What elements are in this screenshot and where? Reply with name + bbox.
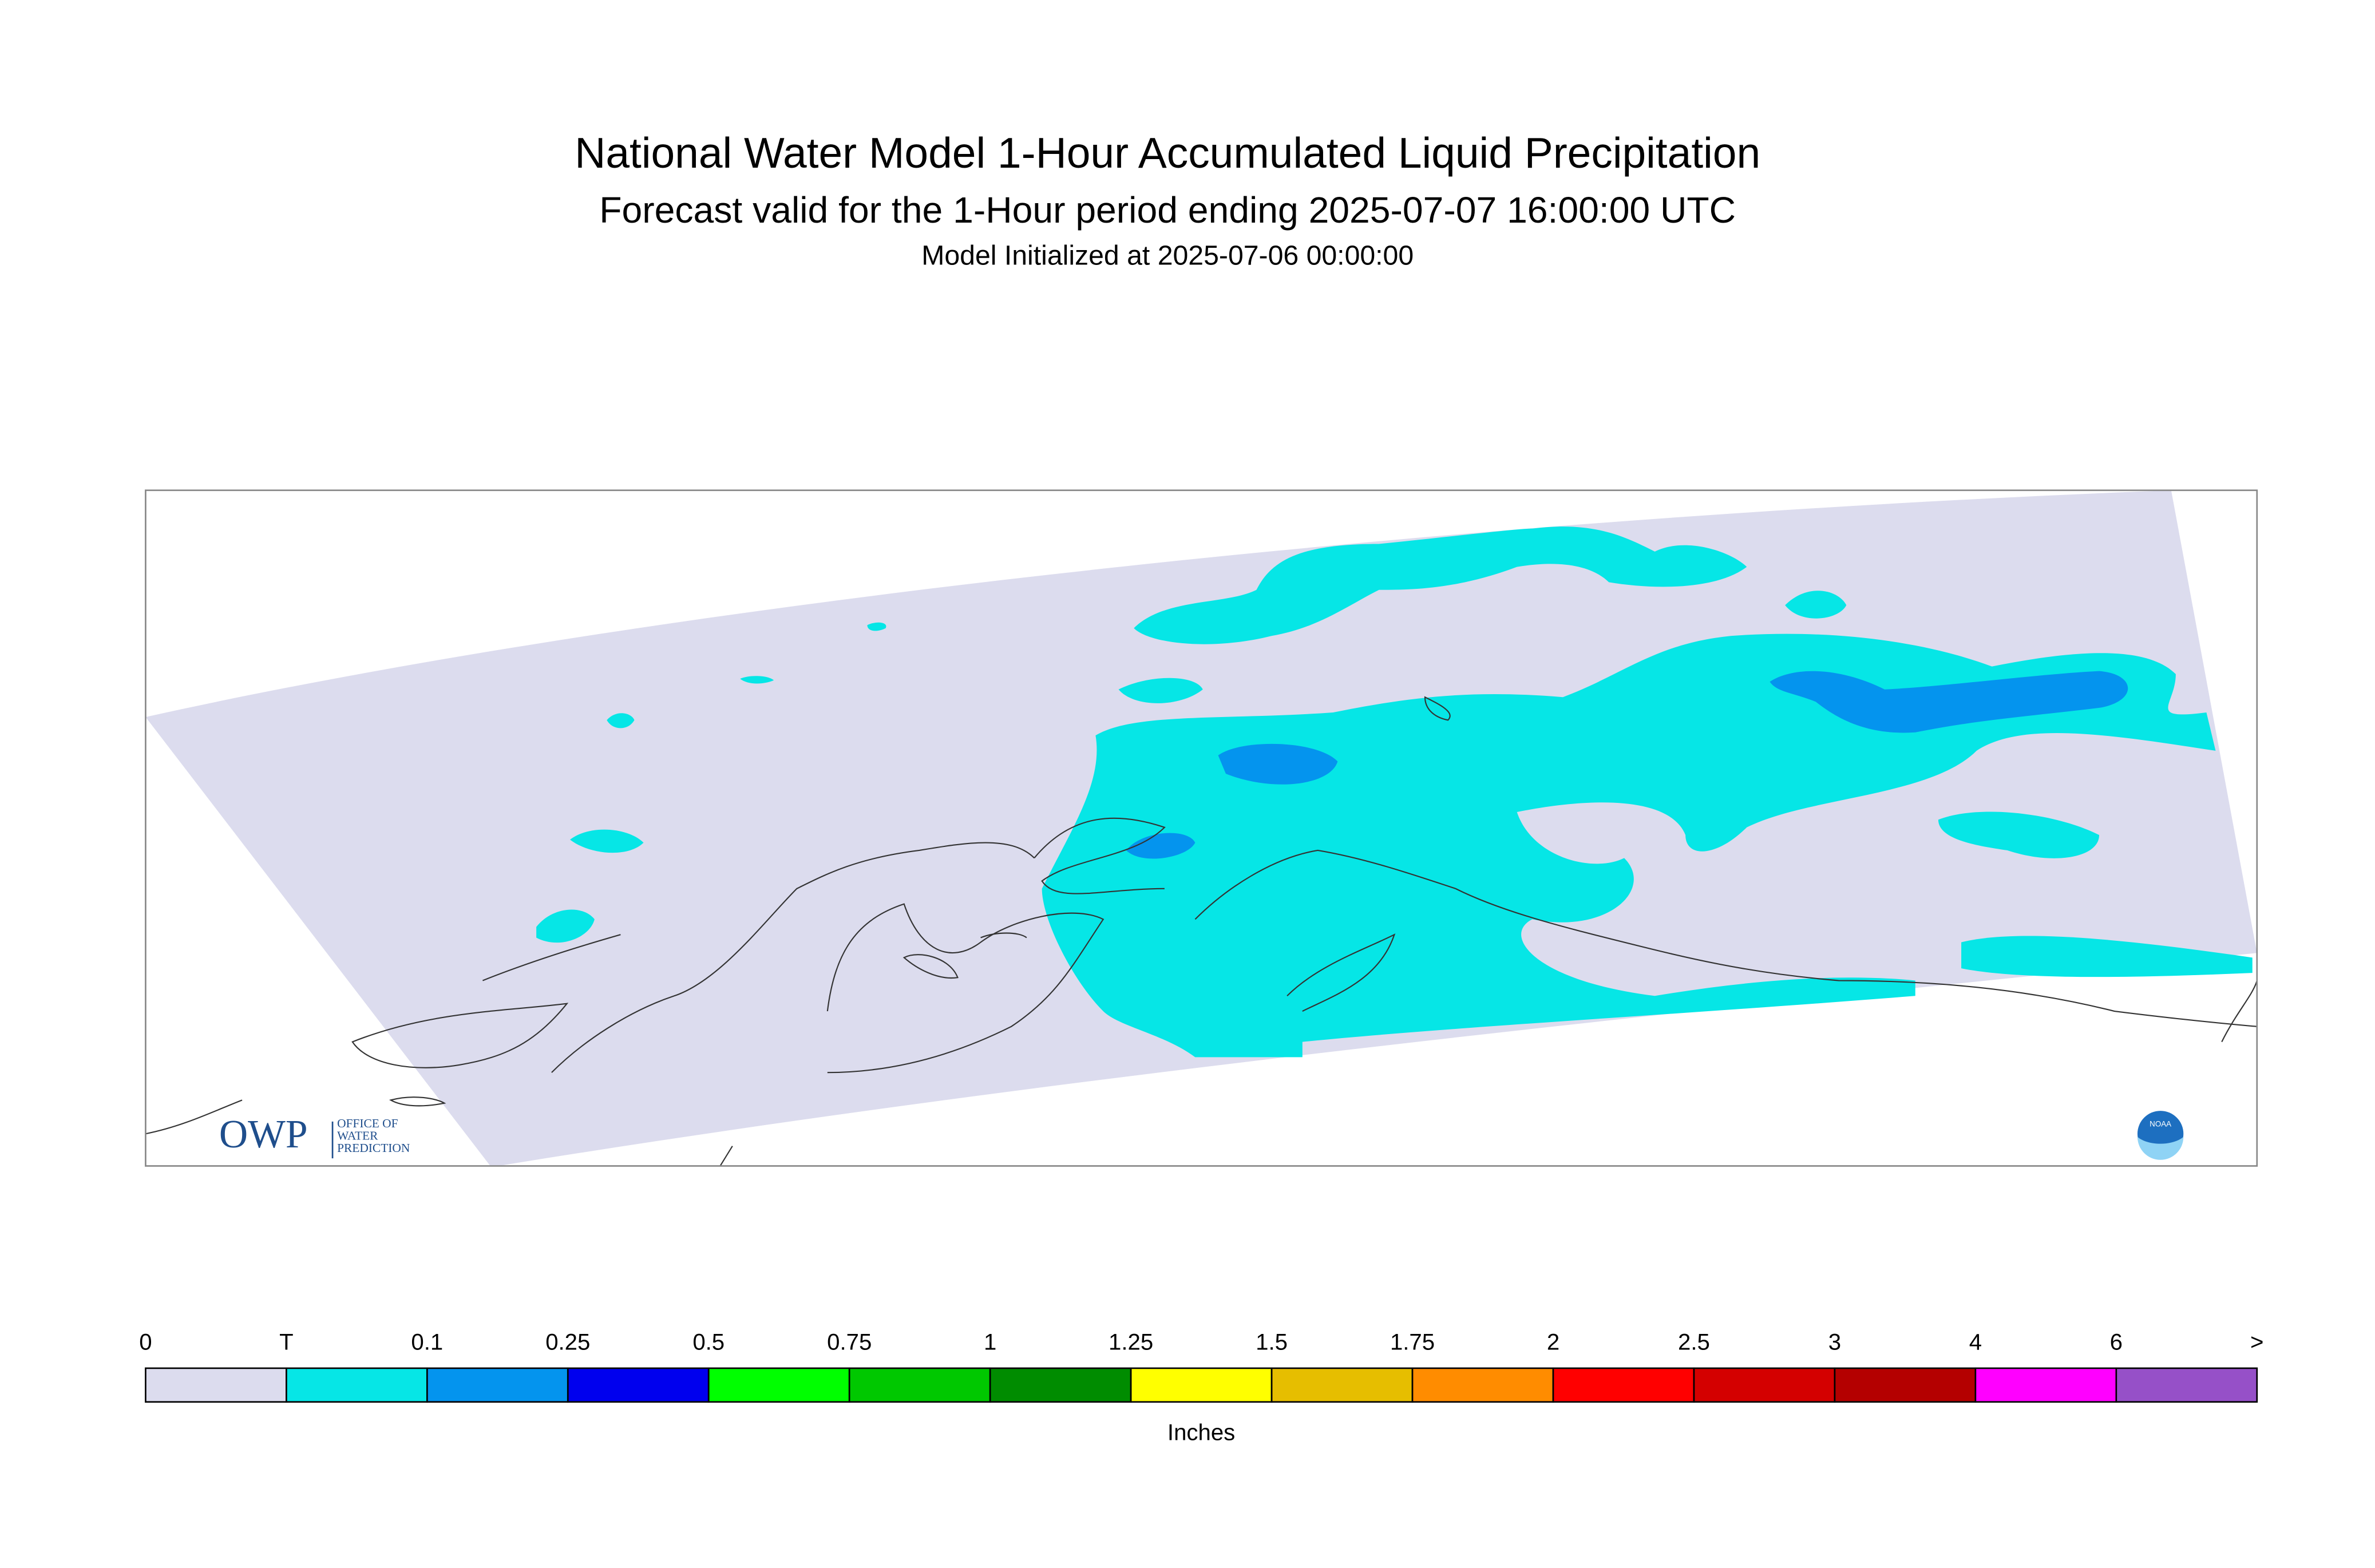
title: National Water Model 1-Hour Accumulated … xyxy=(575,129,1760,177)
legend-label: 1.5 xyxy=(1256,1329,1288,1355)
owp-logo-line: PREDICTION xyxy=(337,1141,410,1155)
legend-swatch xyxy=(1411,1367,1554,1403)
legend-label: 1.75 xyxy=(1390,1329,1435,1355)
legend-swatch xyxy=(1834,1367,1977,1403)
color-legend: 0 T 0.1 0.25 0.5 0.75 1 1.25 1.5 1.75 2 2.5 3 4 6 > xyxy=(139,1329,2264,1403)
legend-swatch xyxy=(989,1367,1132,1403)
owp-logo-line: WATER xyxy=(337,1129,378,1143)
legend-swatch xyxy=(567,1367,710,1403)
legend-swatch xyxy=(1693,1367,1836,1403)
precip-0-1 xyxy=(1126,671,2128,859)
legend-swatch xyxy=(1270,1367,1414,1403)
noaa-logo: NOAA xyxy=(2137,1111,2184,1160)
owp-logo-line: OFFICE OF xyxy=(337,1116,398,1130)
init-time: Model Initialized at 2025-07-06 00:00:00 xyxy=(921,240,1414,271)
legend-swatch xyxy=(426,1367,569,1403)
noaa-wave xyxy=(2137,1137,2184,1160)
legend-swatch xyxy=(848,1367,991,1403)
legend-label: > xyxy=(2250,1329,2263,1355)
legend-label: 0.25 xyxy=(545,1329,590,1355)
legend-label: 2.5 xyxy=(1678,1329,1710,1355)
noaa-text: NOAA xyxy=(2150,1120,2171,1129)
legend-swatch xyxy=(1974,1367,2117,1403)
map-frame xyxy=(145,489,2258,1167)
legend-label: 6 xyxy=(2110,1329,2123,1355)
legend-swatch xyxy=(1552,1367,1695,1403)
legend-label: T xyxy=(279,1329,294,1355)
legend-swatch xyxy=(1130,1367,1273,1403)
legend-swatch xyxy=(286,1367,428,1403)
legend-label: 0.1 xyxy=(411,1329,443,1355)
legend-label: 0.75 xyxy=(827,1329,872,1355)
legend-label: 3 xyxy=(1828,1329,1841,1355)
legend-label: 4 xyxy=(1969,1329,1982,1355)
subtitle: Forecast valid for the 1-Hour period end… xyxy=(599,189,1736,231)
legend-label: 0 xyxy=(139,1329,152,1355)
legend-label: 2 xyxy=(1547,1329,1559,1355)
legend-swatch xyxy=(707,1367,850,1403)
legend-swatch xyxy=(145,1367,287,1403)
legend-units: Inches xyxy=(1167,1420,1235,1446)
coastlines xyxy=(145,696,2257,1166)
owp-logo-text: OWP xyxy=(219,1112,308,1157)
legend-label: 0.5 xyxy=(692,1329,725,1355)
legend-label: 1 xyxy=(984,1329,996,1355)
precip-trace xyxy=(536,526,2253,1058)
legend-label: 1.25 xyxy=(1109,1329,1153,1355)
map: OWP OFFICE OF WATER PREDICTION NOAA xyxy=(145,489,2258,1167)
legend-swatch xyxy=(2115,1367,2258,1403)
owp-logo: OWP OFFICE OF WATER PREDICTION xyxy=(219,1112,410,1159)
